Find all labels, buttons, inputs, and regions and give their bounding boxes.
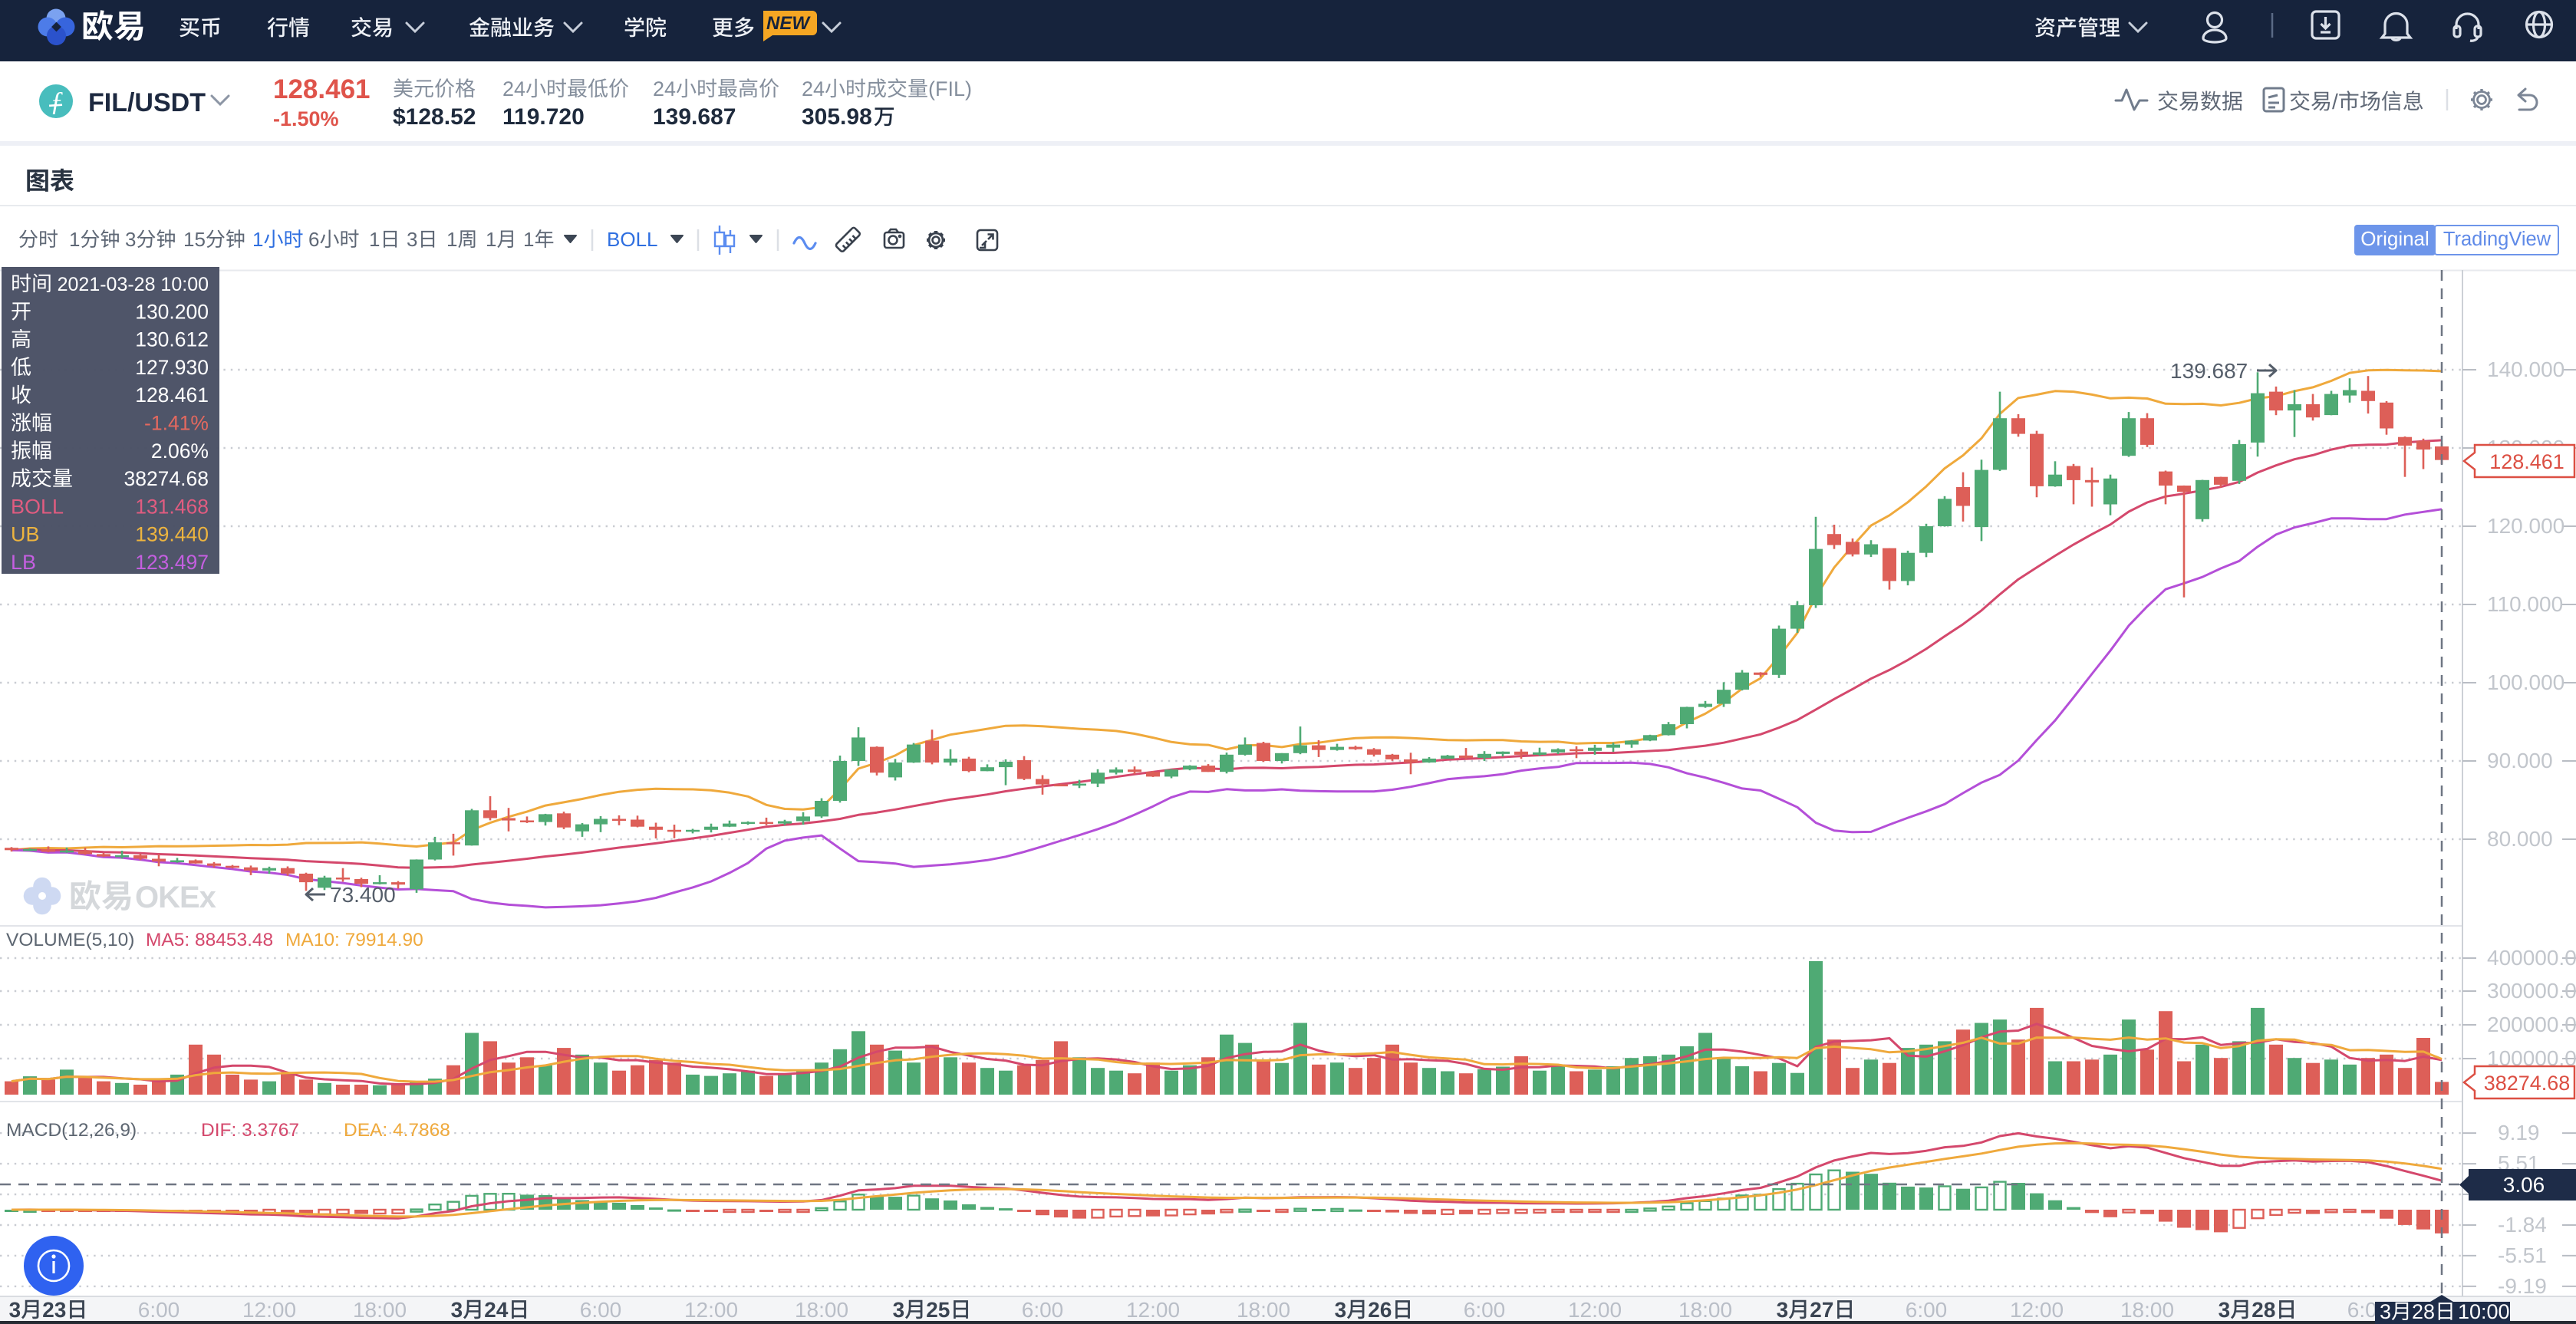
svg-text:-1.50%: -1.50% (273, 107, 339, 130)
svg-text:NEW: NEW (766, 13, 811, 34)
svg-text:DEA: 4.7868: DEA: 4.7868 (344, 1120, 450, 1141)
svg-text:VOLUME(5,10): VOLUME(5,10) (6, 930, 134, 950)
svg-text:6:00: 6:00 (1022, 1298, 1064, 1322)
svg-text:110.000: 110.000 (2487, 592, 2563, 616)
svg-text:FIL/USDT: FIL/USDT (88, 88, 206, 117)
svg-text:120.000: 120.000 (2487, 514, 2564, 538)
svg-text:90.000: 90.000 (2487, 749, 2553, 772)
svg-text:6:00: 6:00 (138, 1298, 180, 1322)
svg-text:-1.41%: -1.41% (144, 412, 209, 435)
svg-text:300000.00: 300000.00 (2487, 979, 2576, 1003)
svg-text:12:00: 12:00 (2010, 1298, 2064, 1322)
svg-text:MA5: 88453.48: MA5: 88453.48 (146, 930, 273, 950)
svg-text:OKEx: OKEx (135, 881, 216, 914)
svg-text:12:00: 12:00 (1126, 1298, 1180, 1322)
svg-text:Original: Original (2360, 227, 2429, 250)
svg-text:140.000: 140.000 (2487, 357, 2564, 381)
svg-text:18:00: 18:00 (1678, 1298, 1732, 1322)
svg-text:UB: UB (11, 523, 40, 546)
svg-text:73.400: 73.400 (330, 883, 396, 907)
svg-text:2.06%: 2.06% (151, 440, 209, 463)
svg-text:80.000: 80.000 (2487, 827, 2553, 851)
svg-text:400000.00: 400000.00 (2487, 946, 2576, 970)
svg-text:18:00: 18:00 (1237, 1298, 1290, 1322)
svg-text:139.440: 139.440 (135, 523, 209, 546)
svg-text:MA10: 79914.90: MA10: 79914.90 (285, 930, 423, 950)
svg-text:TradingView: TradingView (2443, 229, 2551, 250)
svg-text:200000.00: 200000.00 (2487, 1013, 2576, 1036)
svg-text:12:00: 12:00 (1568, 1298, 1622, 1322)
svg-text:2021-03-28 10:00: 2021-03-28 10:00 (58, 274, 209, 295)
svg-text:10:00: 10:00 (2458, 1300, 2510, 1323)
svg-text:6:00: 6:00 (1906, 1298, 1948, 1322)
svg-text:130.612: 130.612 (135, 328, 209, 351)
svg-text:DIF: 3.3767: DIF: 3.3767 (201, 1120, 299, 1141)
svg-text:BOLL: BOLL (607, 228, 658, 251)
svg-text:18:00: 18:00 (2120, 1298, 2174, 1322)
svg-text:18:00: 18:00 (353, 1298, 407, 1322)
svg-text:12:00: 12:00 (242, 1298, 296, 1322)
svg-text:128.461: 128.461 (273, 74, 371, 104)
svg-text:127.930: 127.930 (135, 356, 209, 379)
svg-text:131.468: 131.468 (135, 495, 209, 518)
svg-text:119.720: 119.720 (502, 104, 585, 130)
svg-text:LB: LB (11, 551, 36, 574)
svg-text:139.687: 139.687 (2170, 359, 2248, 383)
svg-text:128.461: 128.461 (2489, 450, 2564, 473)
svg-text:-9.19: -9.19 (2498, 1274, 2547, 1298)
svg-text:-1.84: -1.84 (2498, 1213, 2547, 1237)
svg-text:18:00: 18:00 (795, 1298, 848, 1322)
svg-text:130.200: 130.200 (135, 300, 209, 323)
svg-text:305.98: 305.98 (802, 104, 872, 130)
svg-text:MACD(12,26,9): MACD(12,26,9) (6, 1120, 137, 1141)
svg-text:123.497: 123.497 (135, 551, 209, 574)
svg-text:38274.68: 38274.68 (2484, 1072, 2571, 1095)
svg-text:100.000: 100.000 (2487, 670, 2564, 694)
svg-text:6:00: 6:00 (1464, 1298, 1506, 1322)
svg-text:BOLL: BOLL (11, 495, 64, 518)
svg-text:38274.68: 38274.68 (124, 467, 209, 490)
svg-text:9.19: 9.19 (2498, 1121, 2540, 1145)
svg-text:6:00: 6:00 (580, 1298, 622, 1322)
svg-text:12:00: 12:00 (684, 1298, 738, 1322)
svg-text:-5.51: -5.51 (2498, 1243, 2547, 1267)
svg-text:3.06: 3.06 (2503, 1173, 2545, 1197)
svg-text:$128.52: $128.52 (393, 104, 476, 130)
svg-text:139.687: 139.687 (653, 104, 736, 130)
svg-text:128.461: 128.461 (135, 384, 209, 407)
